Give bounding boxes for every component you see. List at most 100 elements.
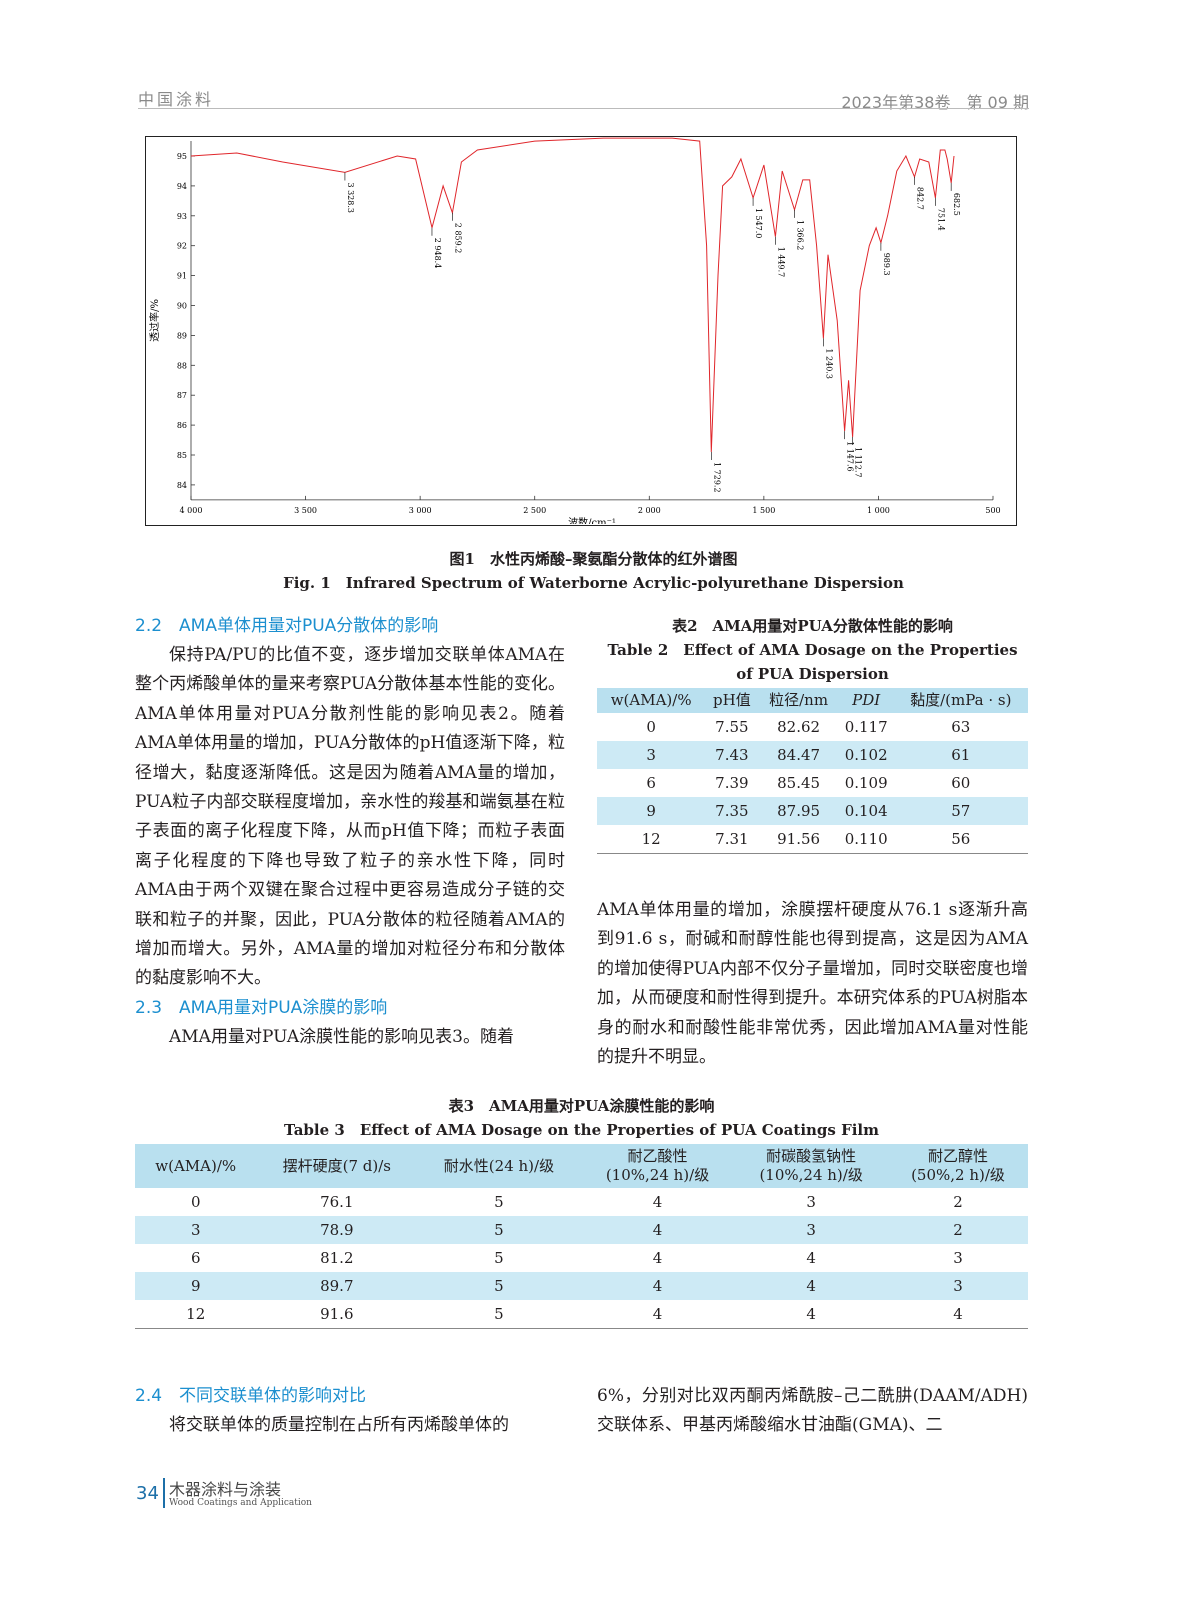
peak-label: 1 366.2 <box>796 220 805 251</box>
table2-cell: 87.95 <box>758 797 839 825</box>
table3-header-line1: 摆杆硬度(7 d)/s <box>282 1156 391 1175</box>
section-2-3-title: 2.3 AMA用量对PUA涂膜的影响 <box>135 997 388 1018</box>
peak-label: 989.3 <box>882 253 891 276</box>
table3-caption-cn: 表3 AMA用量对PUA涂膜性能的影响 <box>448 1097 715 1115</box>
table2-cell: 12 <box>597 825 706 854</box>
table2-header: 黏度/(mPa · s) <box>893 688 1028 713</box>
table3-cell: 4 <box>580 1272 735 1300</box>
table2-header: 粒径/nm <box>758 688 839 713</box>
table-row: 12 91.6 5 4 4 4 <box>135 1300 1028 1329</box>
table-row: 6 81.2 5 4 4 3 <box>135 1244 1028 1272</box>
table3-cell: 5 <box>494 1249 504 1267</box>
table3-cell: 3 <box>887 1272 1028 1300</box>
table3-cell: 3 <box>806 1193 816 1211</box>
table2-cell: 0 <box>646 718 656 736</box>
y-tick-label: 90 <box>177 302 187 311</box>
table2-cell: 9 <box>597 797 706 825</box>
y-tick-label: 84 <box>177 481 187 490</box>
x-tick-label: 2 500 <box>523 506 546 515</box>
table3-header-line1: 耐碳酸氢钠性 <box>766 1147 857 1165</box>
x-tick-label: 3 500 <box>294 506 317 515</box>
table2-cell: 3 <box>597 741 706 769</box>
y-tick-label: 87 <box>177 391 187 400</box>
table3-cell: 4 <box>887 1300 1028 1329</box>
y-axis-label: 透过率/% <box>148 299 161 342</box>
table3-header-line2: (10%,24 h)/级 <box>605 1166 710 1184</box>
left-column: 2.2 AMA单体用量对PUA分散体的影响 保持PA/PU的比值不变，逐步增加交… <box>135 612 565 1052</box>
y-tick-label: 95 <box>177 152 187 161</box>
table3-header: 耐乙酸性 (10%,24 h)/级 <box>580 1144 735 1188</box>
section-2-2-body: 保持PA/PU的比值不变，逐步增加交联单体AMA在整个丙烯酸单体的量来考察PUA… <box>135 645 565 989</box>
x-tick-label: 1 500 <box>752 506 775 515</box>
y-tick-label: 92 <box>177 242 187 251</box>
table3-cell: 3 <box>135 1216 257 1244</box>
section-2-3-body: AMA用量对PUA涂膜性能的影响见表3。随着 <box>169 1026 514 1047</box>
x-axis-label: 波数/cm⁻¹ <box>568 516 616 524</box>
table2-cell: 82.62 <box>777 718 821 736</box>
table2-header: pH值 <box>705 688 759 713</box>
section-2-4-title: 2.4 不同交联单体的影响对比 <box>135 1386 367 1406</box>
x-tick-label: 4 000 <box>180 506 203 515</box>
footer-journal-en: Wood Coatings and Application <box>169 1498 312 1508</box>
table2-cell: 0.104 <box>838 797 894 825</box>
table3-cell: 5 <box>494 1193 504 1211</box>
peak-label: 1 112.7 <box>854 447 863 478</box>
table2-cell: 0.117 <box>844 718 888 736</box>
peak-label: 3 328.3 <box>346 182 355 213</box>
footer-divider <box>163 1478 165 1508</box>
issue-info: 2023年第38卷 第 09 期 <box>841 93 1029 112</box>
table2-cell: 0.110 <box>838 825 894 854</box>
y-tick-label: 94 <box>177 182 187 191</box>
table3-header: 耐乙醇性 (50%,2 h)/级 <box>887 1144 1028 1188</box>
table-row: 6 7.39 85.45 0.109 60 <box>597 769 1028 797</box>
table-row: 9 89.7 5 4 4 3 <box>135 1272 1028 1300</box>
table-row: 12 7.31 91.56 0.110 56 <box>597 825 1028 854</box>
y-tick-label: 91 <box>177 272 187 281</box>
table3-header-line1: 耐水性(24 h)/级 <box>443 1156 555 1175</box>
table3-cell: 4 <box>652 1249 663 1267</box>
section-2-4-continued: 6%，分别对比双丙酮丙烯酰胺–己二酰肼(DAAM/ADH)交联体系、甲基丙烯酸缩… <box>597 1386 1028 1436</box>
table2-cell: 85.45 <box>777 774 821 792</box>
spectrum-line <box>190 137 955 453</box>
figure-caption-en: Fig. 1 Infrared Spectrum of Waterborne A… <box>283 574 904 592</box>
table3-cell: 5 <box>417 1300 581 1329</box>
table3-header-line1: 耐乙酸性 <box>627 1147 688 1165</box>
table3-cell: 4 <box>652 1193 663 1211</box>
table3-cell: 89.7 <box>256 1272 418 1300</box>
table3-cell: 4 <box>580 1216 735 1244</box>
table3-header: w(AMA)/% <box>135 1144 257 1188</box>
table3-cell: 3 <box>734 1216 888 1244</box>
table3-cell: 2 <box>887 1216 1028 1244</box>
table3-cell: 91.6 <box>256 1300 418 1329</box>
table2-header: w(AMA)/% <box>597 688 706 713</box>
peak-label: 1 240.3 <box>824 348 833 379</box>
table2-caption-cn: 表2 AMA用量对PUA分散体性能的影响 <box>672 617 953 635</box>
table3: 表3 AMA用量对PUA涂膜性能的影响 Table 3 Effect of AM… <box>135 1094 1028 1329</box>
peak-label: 751.4 <box>936 208 945 231</box>
table3-cell: 76.1 <box>320 1193 354 1211</box>
table3-cell: 3 <box>953 1249 963 1267</box>
table3-header-line2: (10%,24 h)/级 <box>759 1166 863 1184</box>
table3-cell: 4 <box>734 1300 888 1329</box>
table-row: 0 76.1 5 4 3 2 <box>135 1188 1028 1216</box>
header-divider <box>138 108 1029 109</box>
x-tick-label: 500 <box>985 506 1000 515</box>
footer-journal-cn: 木器涂料与涂装 <box>169 1480 282 1499</box>
table3-cell: 5 <box>417 1272 581 1300</box>
y-tick-label: 85 <box>177 451 187 460</box>
table2-cell: 57 <box>893 797 1028 825</box>
x-tick-label: 2 000 <box>638 506 661 515</box>
table3-cell: 2 <box>953 1193 963 1211</box>
table3-header-line2: (50%,2 h)/级 <box>911 1166 1005 1184</box>
section-2-2-title: 2.2 AMA单体用量对PUA分散体的影响 <box>135 616 439 636</box>
peak-label: 2 859.2 <box>453 223 462 254</box>
table3-caption-en: Table 3 Effect of AMA Dosage on the Prop… <box>283 1121 880 1139</box>
table2-cell: 63 <box>951 718 971 736</box>
table2-cell: 6 <box>646 774 656 792</box>
table3-header: 耐水性(24 h)/级 <box>417 1144 581 1188</box>
table2: 表2 AMA用量对PUA分散体性能的影响 Table 2 Effect of A… <box>597 614 1028 854</box>
table2-cell: 7.31 <box>705 825 759 854</box>
peak-label: 1 449.7 <box>776 247 785 278</box>
table-row: 3 7.43 84.47 0.102 61 <box>597 741 1028 769</box>
table3-cell: 9 <box>135 1272 257 1300</box>
